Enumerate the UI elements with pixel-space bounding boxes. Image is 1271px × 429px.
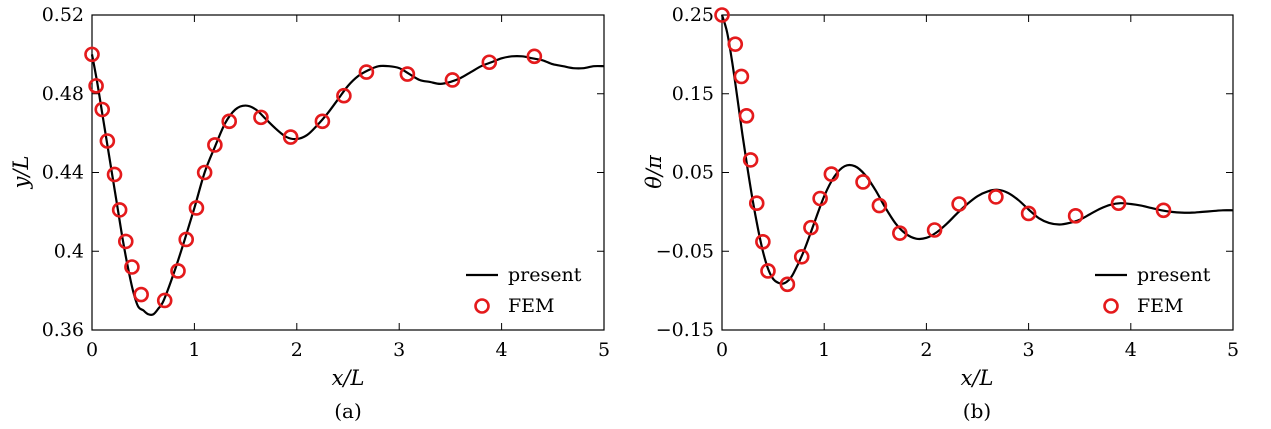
fem-marker-a: [282, 129, 299, 145]
fem-marker-a: [84, 46, 100, 63]
x-tick-label-a: 0: [86, 339, 98, 361]
fem-marker-b: [760, 263, 776, 279]
fem-marker-a: [99, 133, 116, 149]
fem-marker-b: [812, 190, 828, 207]
fem-marker-b: [793, 248, 810, 265]
fem-marker-a: [178, 231, 195, 248]
y-tick-label-b: 0.15: [672, 83, 714, 105]
y-tick-label-a: 0.44: [42, 162, 84, 184]
fem-marker-b: [748, 195, 765, 212]
fem-marker-a: [221, 113, 238, 130]
fem-marker-a: [207, 137, 223, 153]
y-axis-label-a: y/L: [9, 156, 33, 190]
fem-marker-a: [88, 78, 104, 94]
fem-marker-a: [253, 109, 269, 126]
fem-marker-a: [444, 72, 461, 88]
y-tick-label-b: 0.25: [672, 4, 714, 26]
y-tick-label-a: 0.36: [42, 319, 84, 341]
x-axis-label-b: x/L: [961, 366, 994, 390]
x-tick-label-a: 4: [496, 339, 508, 361]
fem-marker-a: [188, 200, 205, 216]
fem-marker-b: [803, 219, 819, 236]
x-tick-label-a: 2: [291, 339, 303, 361]
legend-marker-swatch-b: [1103, 298, 1119, 314]
chart-panel-a: (a) x/L y/L 0 1 2 3 4 5 0.36 0.4 0.44 0.48 0.52 pre…: [9, 4, 610, 423]
legend-label-present-a: present: [508, 264, 582, 286]
fem-marker-a: [399, 66, 416, 82]
x-tick-label-b: 3: [1023, 339, 1035, 361]
x-tick-label-a: 3: [393, 339, 405, 361]
fem-marker-b: [1110, 195, 1127, 212]
y-tick-label-b: −0.15: [656, 319, 714, 341]
fem-marker-a: [336, 87, 352, 104]
fem-marker-b: [951, 196, 967, 212]
fem-marker-a: [94, 101, 111, 118]
fem-marker-b: [1020, 205, 1037, 222]
legend-marker-swatch-a: [474, 298, 490, 314]
fem-marker-b: [926, 222, 943, 238]
fem-marker-a: [358, 64, 375, 80]
y-tick-label-a: 0.48: [42, 83, 84, 105]
y-tick-label-b: −0.05: [656, 240, 714, 262]
y-tick-label-a: 0.4: [54, 240, 84, 262]
fem-marker-a: [481, 54, 498, 71]
x-tick-label-a: 5: [598, 339, 610, 361]
fem-marker-a: [106, 166, 123, 183]
fem-marker-b: [714, 7, 730, 23]
fem-marker-a: [196, 164, 213, 181]
fem-marker-b: [855, 174, 871, 190]
fem-marker-b: [823, 166, 840, 182]
legend-label-fem-b: FEM: [1137, 295, 1184, 317]
legend-label-present-b: present: [1137, 264, 1211, 286]
fem-marker-a: [170, 263, 186, 279]
x-tick-label-b: 1: [818, 339, 830, 361]
fem-marker-a: [133, 286, 149, 303]
y-axis-label-b: θ/π: [642, 154, 666, 189]
fem-marker-b: [727, 36, 744, 52]
fem-marker-b: [733, 68, 750, 85]
x-tick-label-b: 0: [716, 339, 728, 361]
y-tick-label-a: 0.52: [42, 4, 84, 26]
x-tick-label-b: 4: [1125, 339, 1137, 361]
fem-marker-b: [779, 276, 796, 293]
fem-marker-b: [988, 189, 1004, 205]
fem-marker-a: [526, 48, 543, 65]
series-line-present-a: [90, 54, 605, 316]
fem-marker-b: [892, 225, 908, 241]
fem-marker-a: [314, 113, 331, 130]
fem-marker-a: [111, 202, 128, 218]
x-tick-label-a: 1: [188, 339, 200, 361]
fem-marker-a: [117, 233, 134, 250]
x-tick-label-b: 5: [1227, 339, 1239, 361]
fem-marker-a: [124, 259, 140, 275]
x-axis-label-a: x/L: [332, 366, 365, 390]
caption-b: (b): [963, 399, 991, 423]
chart-panel-b: (b) x/L θ/π 0 1 2 3 4 5 −0.15 −0.05 0.05 0.15 0.25…: [642, 4, 1239, 423]
series-line-present-b: [720, 14, 1234, 285]
fem-marker-b: [738, 108, 755, 124]
y-tick-label-b: 0.05: [672, 162, 714, 184]
legend-label-fem-a: FEM: [508, 295, 555, 317]
fem-marker-b: [871, 197, 888, 214]
fem-marker-b: [755, 234, 771, 250]
fem-marker-b: [1067, 208, 1084, 224]
fem-marker-b: [742, 152, 759, 168]
x-tick-label-b: 2: [920, 339, 932, 361]
caption-a: (a): [334, 399, 362, 423]
fem-marker-b: [1155, 202, 1172, 219]
fem-marker-a: [156, 292, 173, 309]
